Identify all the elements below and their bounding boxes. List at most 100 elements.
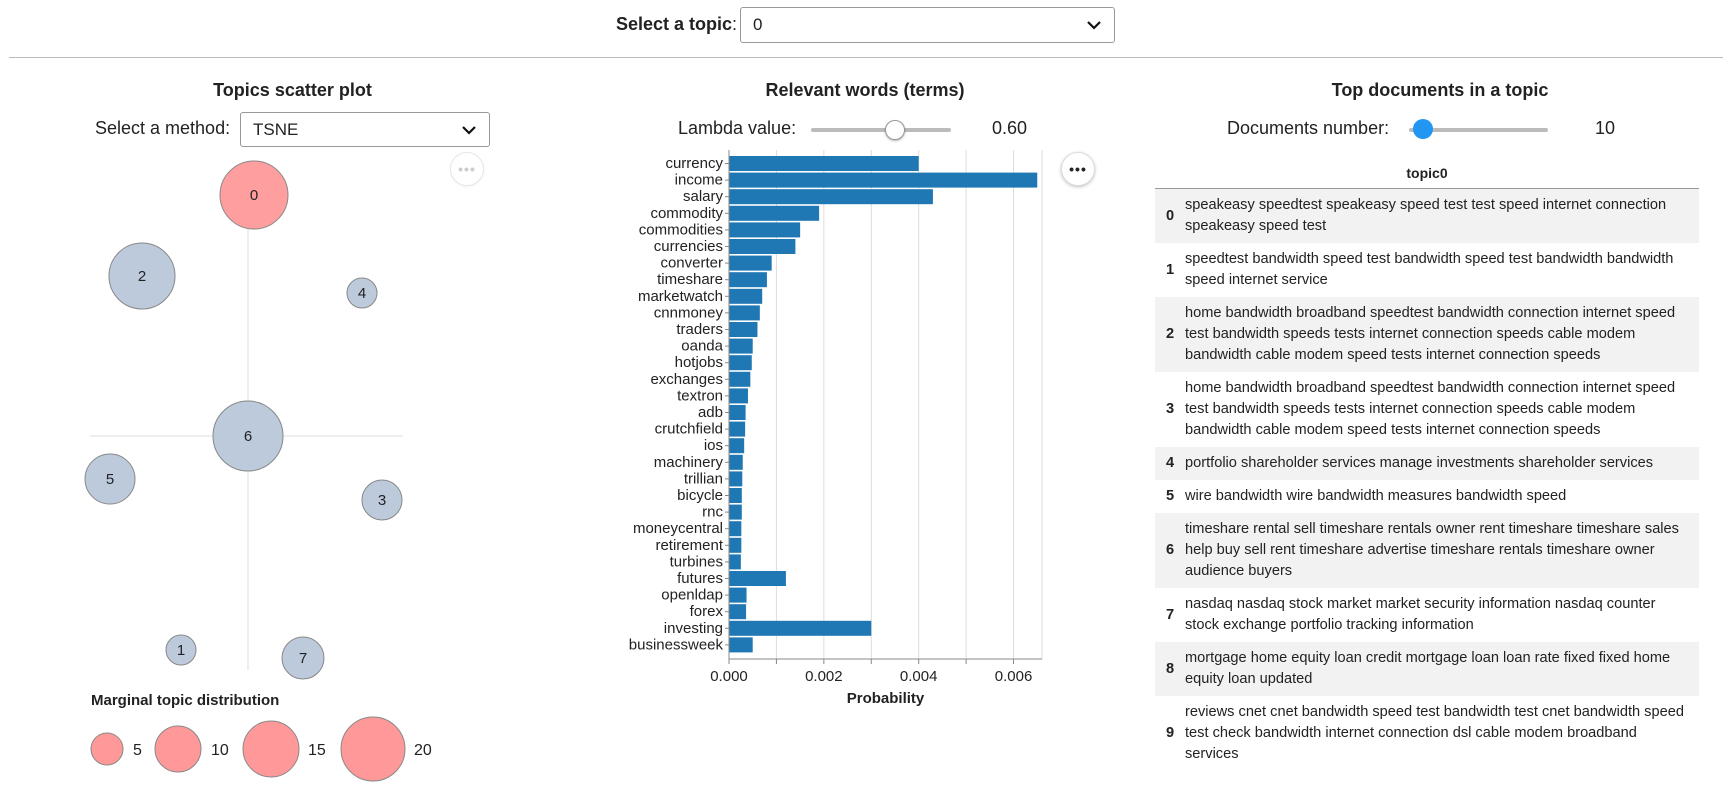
bar-label: bicycle bbox=[677, 487, 723, 504]
method-select[interactable]: TSNE bbox=[240, 112, 490, 147]
document-row: 1 speedtest bandwidth speed test bandwidt… bbox=[1155, 243, 1699, 297]
bar-label: salary bbox=[683, 188, 724, 205]
bar-businessweek[interactable] bbox=[729, 637, 753, 653]
bar-label: income bbox=[675, 172, 723, 189]
topic-bubble-1[interactable]: 1 bbox=[165, 634, 197, 666]
document-row: 2 home bandwidth broadband speedtest band… bbox=[1155, 297, 1699, 372]
document-index: 8 bbox=[1165, 660, 1175, 677]
document-text: timeshare rental sell timeshare rentals … bbox=[1185, 521, 1679, 579]
document-row: 0 speakeasy speedtest speakeasy speed tes… bbox=[1155, 189, 1699, 243]
bar-openldap[interactable] bbox=[729, 587, 747, 603]
chart-menu-button[interactable]: ••• bbox=[1061, 152, 1095, 186]
bar-textron[interactable] bbox=[729, 388, 748, 404]
document-text: portfolio shareholder services manage in… bbox=[1185, 455, 1654, 471]
method-select-value: TSNE bbox=[253, 119, 299, 139]
bar-exchanges[interactable] bbox=[729, 371, 751, 387]
document-text: home bandwidth broadband speedtest bandw… bbox=[1185, 380, 1676, 438]
bar-crutchfield[interactable] bbox=[729, 421, 746, 437]
document-text: nasdaq nasdaq stock market market securi… bbox=[1185, 596, 1656, 633]
bar-ios[interactable] bbox=[729, 438, 745, 454]
document-index: 3 bbox=[1165, 401, 1175, 417]
bar-traders[interactable] bbox=[729, 322, 758, 337]
topic-bubble-label: 1 bbox=[177, 642, 185, 659]
document-index: 6 bbox=[1165, 542, 1175, 558]
topic-bubble-2[interactable]: 2 bbox=[108, 242, 176, 310]
topic-bubble-7[interactable]: 7 bbox=[281, 636, 325, 680]
document-index: 4 bbox=[1165, 455, 1175, 471]
topic-selector-bar: Select a topic: 0 bbox=[0, 0, 1730, 58]
document-index: 0 bbox=[1165, 207, 1175, 224]
document-index: 5 bbox=[1165, 488, 1175, 504]
bar-salary[interactable] bbox=[729, 189, 933, 205]
bar-retirement[interactable] bbox=[729, 537, 742, 553]
bar-marketwatch[interactable] bbox=[729, 288, 763, 304]
scatter-menu-button[interactable]: ••• bbox=[450, 152, 484, 186]
document-row: 6 timeshare rental sell timeshare rentals… bbox=[1155, 513, 1699, 588]
documents-slider-handle[interactable] bbox=[1412, 119, 1433, 139]
x-tick-label: 0.004 bbox=[900, 668, 938, 685]
topic-select[interactable]: 0 bbox=[740, 7, 1115, 43]
topic-bubble-0[interactable]: 0 bbox=[219, 160, 289, 230]
lambda-value: 0.60 bbox=[992, 118, 1028, 138]
x-tick-label: 0.000 bbox=[710, 668, 748, 685]
bar-futures[interactable] bbox=[729, 571, 786, 586]
document-index: 7 bbox=[1165, 606, 1175, 623]
bar-label: exchanges bbox=[650, 371, 723, 388]
bar-trillian[interactable] bbox=[729, 471, 743, 487]
bar-label: forex bbox=[690, 603, 724, 620]
divider bbox=[9, 57, 1723, 58]
bar-converter[interactable] bbox=[729, 255, 772, 271]
topic-bubble-5[interactable]: 5 bbox=[84, 453, 136, 505]
bar-label: turbines bbox=[670, 553, 723, 570]
topic-bubble-6[interactable]: 6 bbox=[212, 400, 284, 472]
document-row: 8 mortgage home equity loan credit mortga… bbox=[1155, 642, 1699, 696]
documents-column-header: topic0 bbox=[1155, 158, 1699, 189]
x-axis-label: Probability bbox=[847, 690, 925, 707]
bar-currencies[interactable] bbox=[729, 239, 796, 254]
bar-forex[interactable] bbox=[729, 604, 747, 620]
topic-bubble-label: 5 bbox=[106, 471, 114, 488]
bar-machinery[interactable] bbox=[729, 454, 743, 470]
documents-number-label: Documents number: bbox=[1227, 118, 1390, 138]
bar-label: cnnmoney bbox=[654, 304, 724, 321]
bar-label: marketwatch bbox=[638, 288, 723, 305]
scatter-title: Topics scatter plot bbox=[213, 80, 372, 100]
document-row: 4 portfolio shareholder services manage i… bbox=[1155, 447, 1699, 480]
bar-rnc[interactable] bbox=[729, 504, 742, 520]
words-title: Relevant words (terms) bbox=[765, 80, 965, 100]
bar-currency[interactable] bbox=[729, 156, 919, 171]
topic-bubble-label: 3 bbox=[378, 492, 386, 509]
bar-commodity[interactable] bbox=[729, 205, 820, 221]
bar-hotjobs[interactable] bbox=[729, 355, 752, 371]
bar-income[interactable] bbox=[729, 172, 1038, 188]
bar-moneycentral[interactable] bbox=[729, 521, 742, 537]
bar-label: adb bbox=[698, 404, 723, 421]
marginal-legend-item: 20 bbox=[340, 716, 432, 782]
topic-bubble-4[interactable]: 4 bbox=[346, 277, 378, 309]
bar-bicycle[interactable] bbox=[729, 488, 742, 503]
documents-number-value: 10 bbox=[1595, 118, 1616, 138]
bar-label: openldap bbox=[661, 587, 723, 604]
topic-bubble-label: 0 bbox=[250, 187, 258, 204]
marginal-legend-item: 10 bbox=[154, 725, 229, 773]
document-index: 2 bbox=[1165, 326, 1175, 342]
bar-adb[interactable] bbox=[729, 405, 746, 420]
bar-cnnmoney[interactable] bbox=[729, 305, 760, 321]
documents-slider[interactable] bbox=[1409, 128, 1548, 132]
document-row: 7 nasdaq nasdaq stock market market secur… bbox=[1155, 588, 1699, 642]
bar-timeshare[interactable] bbox=[729, 272, 767, 288]
topic-bubble-3[interactable]: 3 bbox=[361, 479, 403, 521]
lambda-slider[interactable] bbox=[811, 128, 951, 132]
bar-oanda[interactable] bbox=[729, 338, 753, 354]
bar-label: converter bbox=[660, 255, 723, 272]
bar-investing[interactable] bbox=[729, 620, 872, 636]
document-row: 5 wire bandwidth wire bandwidth measures … bbox=[1155, 480, 1699, 513]
bar-turbines[interactable] bbox=[729, 554, 741, 570]
topic-bubble-label: 6 bbox=[244, 428, 252, 445]
marginal-legend-label: 10 bbox=[211, 742, 229, 759]
lambda-slider-handle[interactable] bbox=[885, 120, 905, 140]
bar-commodities[interactable] bbox=[729, 222, 801, 238]
method-label: Select a method: bbox=[95, 118, 231, 138]
bar-label: businessweek bbox=[629, 636, 724, 653]
document-text: reviews cnet cnet bandwidth speed test b… bbox=[1185, 704, 1684, 762]
